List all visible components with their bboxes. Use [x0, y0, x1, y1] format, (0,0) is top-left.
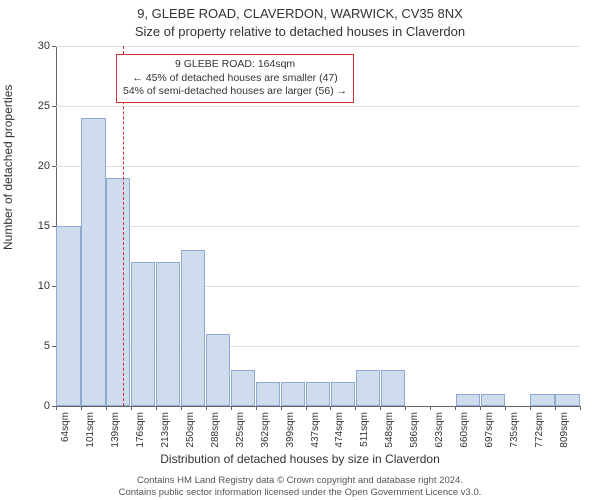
- gridline: [56, 106, 580, 107]
- title-line2: Size of property relative to detached ho…: [0, 24, 600, 39]
- xtick-mark: [56, 406, 57, 410]
- annotation-line3: 54% of semi-detached houses are larger (…: [123, 85, 347, 99]
- xtick-mark: [206, 406, 207, 410]
- xtick-mark: [256, 406, 257, 410]
- bar: [306, 382, 330, 406]
- title-line1: 9, GLEBE ROAD, CLAVERDON, WARWICK, CV35 …: [0, 6, 600, 21]
- ytick-label: 10: [20, 280, 50, 292]
- bar: [231, 370, 255, 406]
- bar: [131, 262, 155, 406]
- xtick-mark: [555, 406, 556, 410]
- xtick-label: 548sqm: [384, 412, 395, 456]
- xtick-mark: [505, 406, 506, 410]
- xtick-mark: [330, 406, 331, 410]
- xtick-label: 64sqm: [60, 412, 71, 456]
- bar: [56, 226, 80, 406]
- xtick-mark: [281, 406, 282, 410]
- xtick-mark: [131, 406, 132, 410]
- bar: [106, 178, 130, 406]
- xtick-label: 288sqm: [210, 412, 221, 456]
- xtick-mark: [181, 406, 182, 410]
- xtick-label: 176sqm: [135, 412, 146, 456]
- ytick-label: 25: [20, 100, 50, 112]
- ytick-label: 5: [20, 340, 50, 352]
- chart-container: 9, GLEBE ROAD, CLAVERDON, WARWICK, CV35 …: [0, 0, 600, 500]
- xtick-label: 399sqm: [285, 412, 296, 456]
- xtick-mark: [530, 406, 531, 410]
- bar: [530, 394, 554, 406]
- xtick-mark: [430, 406, 431, 410]
- bar: [456, 394, 480, 406]
- bar: [381, 370, 405, 406]
- bar: [331, 382, 355, 406]
- gridline: [56, 226, 580, 227]
- xtick-label: 809sqm: [559, 412, 570, 456]
- xtick-label: 362sqm: [260, 412, 271, 456]
- xtick-label: 139sqm: [110, 412, 121, 456]
- bar: [181, 250, 205, 406]
- bar: [156, 262, 180, 406]
- xtick-label: 623sqm: [434, 412, 445, 456]
- annotation-line2: ← 45% of detached houses are smaller (47…: [123, 72, 347, 86]
- gridline: [56, 46, 580, 47]
- ytick-label: 0: [20, 400, 50, 412]
- ytick-mark: [52, 166, 56, 167]
- ytick-label: 15: [20, 220, 50, 232]
- xtick-label: 101sqm: [85, 412, 96, 456]
- xtick-mark: [355, 406, 356, 410]
- xtick-label: 437sqm: [310, 412, 321, 456]
- xtick-mark: [480, 406, 481, 410]
- plot-area: 05101520253064sqm101sqm139sqm176sqm213sq…: [56, 46, 580, 406]
- annotation-box: 9 GLEBE ROAD: 164sqm← 45% of detached ho…: [116, 54, 354, 103]
- ytick-mark: [52, 106, 56, 107]
- footer-line2: Contains public sector information licen…: [119, 487, 482, 498]
- xtick-label: 213sqm: [160, 412, 171, 456]
- y-axis-label: Number of detached properties: [1, 85, 15, 250]
- ytick-label: 20: [20, 160, 50, 172]
- xtick-label: 325sqm: [235, 412, 246, 456]
- xtick-label: 660sqm: [459, 412, 470, 456]
- bar: [481, 394, 505, 406]
- footer-line1: Contains HM Land Registry data © Crown c…: [137, 475, 463, 486]
- xtick-mark: [380, 406, 381, 410]
- bar: [81, 118, 105, 406]
- xtick-label: 250sqm: [185, 412, 196, 456]
- xtick-label: 772sqm: [534, 412, 545, 456]
- xtick-mark: [231, 406, 232, 410]
- xtick-label: 697sqm: [484, 412, 495, 456]
- xtick-mark: [81, 406, 82, 410]
- ytick-label: 30: [20, 40, 50, 52]
- x-axis: [56, 406, 580, 407]
- xtick-mark: [580, 406, 581, 410]
- gridline: [56, 166, 580, 167]
- xtick-label: 474sqm: [334, 412, 345, 456]
- xtick-label: 511sqm: [359, 412, 370, 456]
- bar: [256, 382, 280, 406]
- footer-attribution: Contains HM Land Registry data © Crown c…: [0, 475, 600, 498]
- annotation-line1: 9 GLEBE ROAD: 164sqm: [123, 58, 347, 72]
- xtick-mark: [306, 406, 307, 410]
- xtick-label: 735sqm: [509, 412, 520, 456]
- bar: [356, 370, 380, 406]
- xtick-mark: [106, 406, 107, 410]
- bar: [206, 334, 230, 406]
- xtick-label: 586sqm: [409, 412, 420, 456]
- xtick-mark: [405, 406, 406, 410]
- bar: [555, 394, 579, 406]
- x-axis-label: Distribution of detached houses by size …: [0, 452, 600, 466]
- bar: [281, 382, 305, 406]
- ytick-mark: [52, 46, 56, 47]
- xtick-mark: [455, 406, 456, 410]
- xtick-mark: [156, 406, 157, 410]
- plot-inner: 05101520253064sqm101sqm139sqm176sqm213sq…: [56, 46, 580, 406]
